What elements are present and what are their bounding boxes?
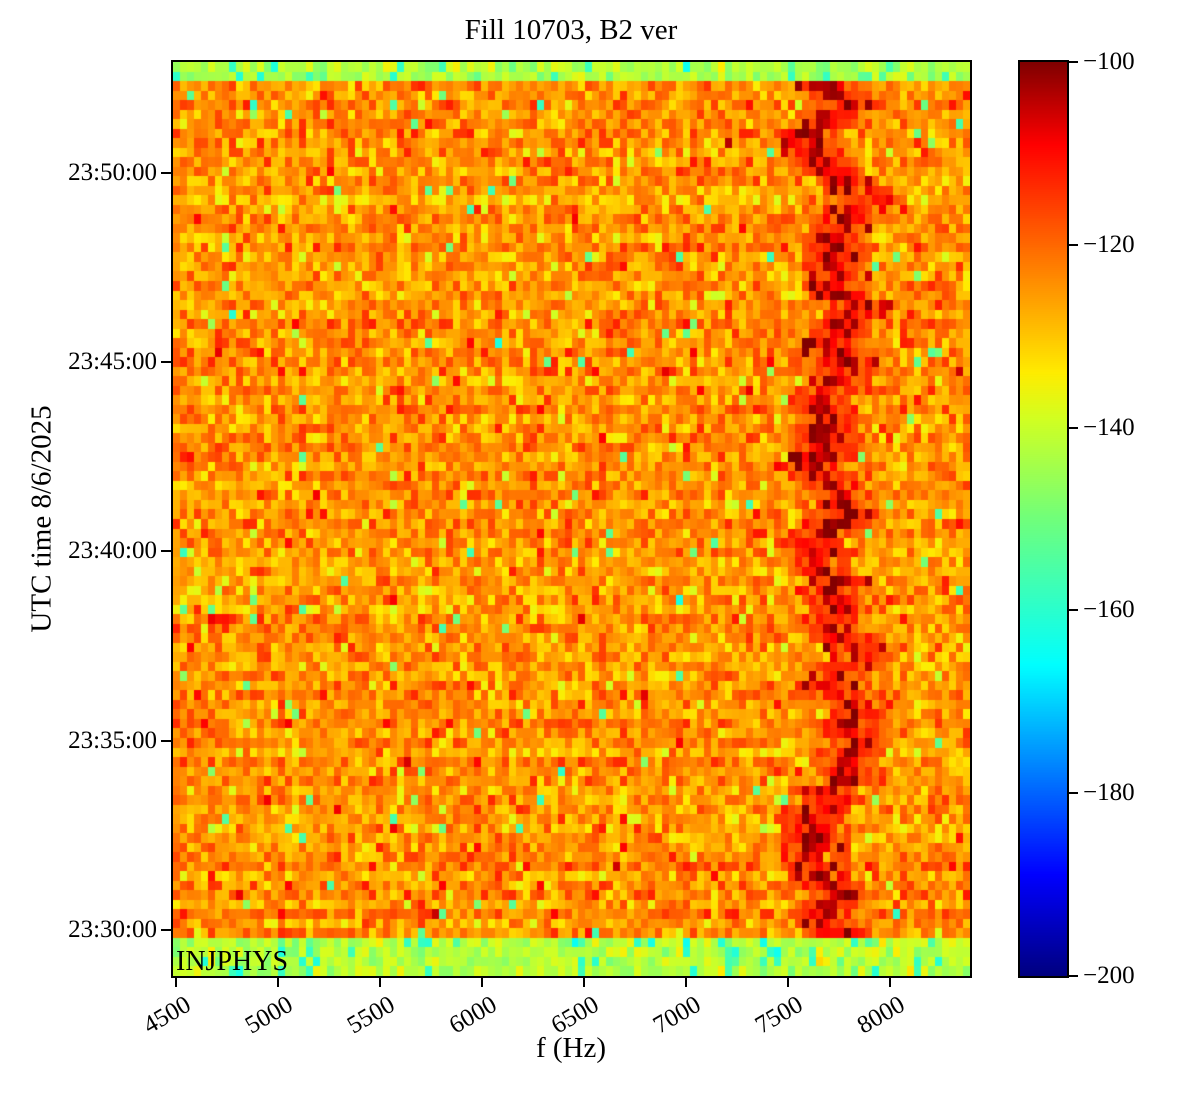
y-tick-label: 23:40:00 — [68, 537, 157, 565]
colorbar — [1018, 60, 1069, 978]
colorbar-tick-mark — [1069, 609, 1078, 612]
x-tick-mark — [175, 978, 178, 987]
x-tick-mark — [685, 978, 688, 987]
colorbar-tick-mark — [1069, 426, 1078, 429]
x-tick-mark — [277, 978, 280, 987]
injphys-annotation: INJPHYS — [176, 946, 289, 977]
y-tick-label: 23:35:00 — [68, 726, 157, 754]
x-tick-label: 5500 — [343, 991, 400, 1040]
colorbar-tick-label: −140 — [1083, 413, 1135, 441]
x-tick-mark — [379, 978, 382, 987]
y-tick-mark — [161, 172, 171, 175]
y-tick-mark — [161, 928, 171, 931]
x-tick-mark — [889, 978, 892, 987]
x-tick-label: 5000 — [240, 991, 298, 1040]
colorbar-tick-label: −100 — [1083, 48, 1135, 75]
plot-title: Fill 10703, B2 ver — [464, 14, 678, 46]
colorbar-tick-mark — [1069, 243, 1078, 246]
x-tick-label: 7000 — [649, 991, 706, 1040]
y-tick-label: 23:50:00 — [68, 159, 157, 187]
spectrogram-canvas — [173, 62, 970, 976]
y-tick-mark — [161, 361, 171, 364]
colorbar-tick-mark — [1069, 975, 1078, 977]
x-tick-label: 4500 — [138, 991, 196, 1040]
y-tick-label: 23:30:00 — [68, 915, 157, 943]
colorbar-tick-mark — [1069, 792, 1078, 795]
x-tick-mark — [481, 978, 484, 987]
y-tick-mark — [161, 739, 171, 742]
colorbar-tick-label: −160 — [1083, 596, 1135, 624]
colorbar-canvas — [1020, 62, 1067, 976]
y-axis-label: UTC time 8/6/2025 — [25, 405, 58, 633]
y-tick-label: 23:45:00 — [68, 348, 157, 376]
colorbar-tick-label: −200 — [1083, 962, 1135, 989]
plot-border: INJPHYS — [171, 60, 972, 978]
y-tick-mark — [161, 550, 171, 553]
colorbar-tick-label: −180 — [1083, 779, 1135, 807]
x-tick-label: 7500 — [751, 991, 808, 1040]
x-tick-mark — [787, 978, 790, 987]
colorbar-tick-mark — [1069, 61, 1078, 63]
colorbar-tick-label: −120 — [1083, 230, 1135, 258]
x-tick-mark — [583, 978, 586, 987]
x-tick-label: 8000 — [853, 991, 910, 1040]
x-axis-label: f (Hz) — [535, 1032, 607, 1064]
x-tick-label: 6000 — [445, 991, 502, 1040]
